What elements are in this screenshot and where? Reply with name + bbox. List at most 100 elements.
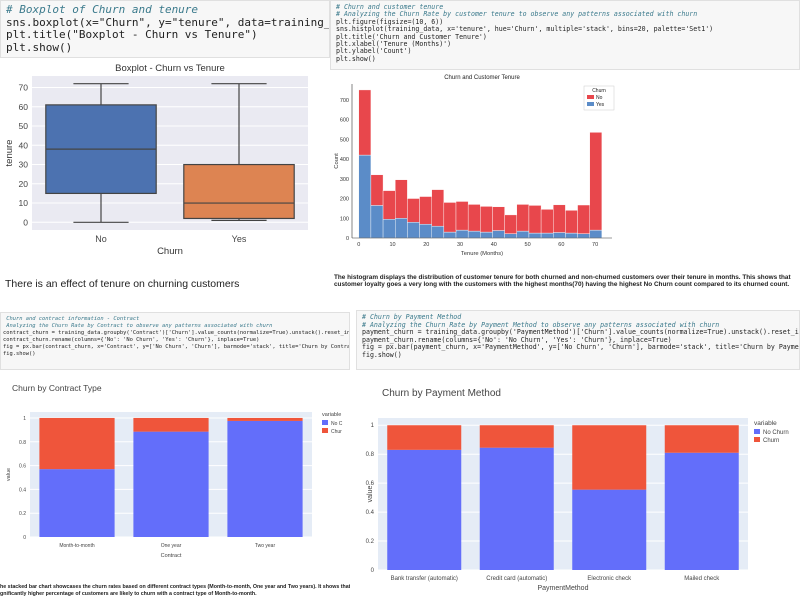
- hist-bar-no: [553, 204, 566, 233]
- legend-label: No Churn: [763, 430, 789, 436]
- y-tick-label: 30: [19, 160, 29, 170]
- legend-label: No: [596, 95, 603, 101]
- code-line: plt.title("Boxplot - Churn vs Tenure"): [6, 28, 258, 41]
- hist-bar-no: [540, 209, 554, 234]
- bar-segment: [387, 425, 462, 450]
- hist-bar-no: [516, 204, 530, 232]
- code-line: plt.title('Churn and Customer Tenure'): [336, 32, 487, 41]
- hist-bar-no: [577, 204, 590, 234]
- x-tick-label: 60: [558, 242, 564, 248]
- legend-label: Churn: [763, 438, 779, 444]
- hist-bar-no: [431, 189, 445, 227]
- y-tick-label: 0.2: [19, 511, 26, 517]
- x-tick-label: Yes: [232, 234, 247, 244]
- legend-swatch: [322, 428, 328, 433]
- bar-segment: [479, 447, 554, 570]
- code-line: plt.ylabel('Count'): [336, 47, 412, 56]
- hist-bar-no: [492, 206, 505, 231]
- legend-title: Churn: [592, 88, 606, 94]
- code-line: plt.figure(figsize=(10, 6)): [336, 17, 444, 26]
- x-axis-label: PaymentMethod: [538, 585, 589, 592]
- payment-bar-chart: 0 0.2 0.4 0.6 0.8 1 Bank transfer (automatic) C…: [366, 388, 789, 592]
- bar-segment: [39, 417, 115, 470]
- code-line: sns.histplot(training_data, x='tenure', …: [336, 25, 714, 34]
- x-tick-label: No: [95, 234, 107, 244]
- bar-segment: [39, 469, 115, 537]
- hist-bar-no: [480, 206, 493, 233]
- bar-segment: [664, 425, 739, 453]
- hist-bar-yes: [358, 154, 372, 239]
- y-tick-label: 0.6: [19, 464, 26, 470]
- hist-bar-no: [589, 132, 603, 231]
- hist-bar-no: [467, 204, 481, 232]
- y-tick-label: 0.8: [366, 452, 375, 458]
- contract-note-line: he stacked bar chart showcases the churn…: [0, 584, 350, 590]
- hist-bar-yes: [382, 219, 396, 239]
- hist-bar-no: [504, 214, 517, 234]
- bar-segment: [479, 425, 554, 448]
- histogram-chart: 0 100 200 300 400 500 600 700 0 10 20 30 40 50 60 70 Chu…: [334, 75, 615, 257]
- histogram-note: The histogram displays the distribution …: [334, 274, 791, 289]
- y-tick-label: 0: [346, 236, 349, 242]
- hist-bar-yes: [370, 205, 384, 239]
- code-line: # Churn by Payment Method: [362, 313, 462, 321]
- x-axis-label: Churn: [157, 246, 183, 257]
- code-cell-payment[interactable]: # Churn by Payment Method # Analyzing th…: [356, 310, 800, 370]
- bar-segment: [387, 449, 462, 570]
- y-tick-label: 0.6: [366, 481, 375, 487]
- code-cell-histogram[interactable]: # Churn and customer tenure # Analyzing …: [330, 0, 800, 70]
- boxplot-chart: 0 10 20 30 40 50 60 70 No Yes Boxplot - Churn vs T…: [4, 63, 308, 257]
- y-tick-label: 20: [19, 179, 29, 189]
- x-tick-label: Month-to-month: [59, 543, 95, 549]
- hist-bar-yes: [565, 232, 578, 239]
- hist-bar-no: [395, 179, 408, 219]
- hist-bar-yes: [589, 229, 603, 239]
- code-line: fig.show(): [3, 351, 36, 357]
- code-line: fig = px.bar(contract_churn, x='Contract…: [3, 344, 350, 350]
- hist-bar-no: [407, 198, 420, 223]
- code-line: contract_churn.rename(columns={'No': 'No…: [3, 337, 260, 343]
- hist-bar-yes: [516, 230, 530, 239]
- y-tick-label: 10: [19, 198, 29, 208]
- code-line: payment_churn = training_data.groupby('P…: [362, 328, 800, 337]
- hist-bar-yes: [395, 218, 408, 239]
- hist-bar-yes: [480, 231, 493, 239]
- x-tick-label: 50: [525, 242, 531, 248]
- code-line: Analyzing the Churn Rate by Contract to …: [3, 323, 273, 329]
- y-tick-label: 0.8: [19, 440, 26, 446]
- code-cell-boxplot[interactable]: # Boxplot of Churn and tenure sns.boxplo…: [0, 0, 330, 58]
- chart-title: Churn by Payment Method: [382, 388, 501, 399]
- hist-bar-no: [565, 210, 578, 234]
- hist-bar-yes: [431, 225, 445, 239]
- y-tick-label: 0: [23, 535, 26, 541]
- box-yes: [183, 163, 295, 220]
- y-tick-label: 100: [340, 216, 349, 222]
- y-tick-label: 50: [19, 121, 29, 131]
- bar-segment: [227, 420, 303, 537]
- x-axis-label: Tenure (Months): [461, 251, 503, 257]
- hist-bar-no: [382, 190, 396, 220]
- x-tick-label: 30: [457, 242, 463, 248]
- hist-bar-yes: [407, 222, 420, 239]
- y-tick-label: 0: [23, 217, 28, 227]
- x-tick-label: 40: [491, 242, 497, 248]
- hist-bar-no: [455, 201, 469, 231]
- legend-label: No C: [331, 421, 343, 427]
- x-tick-label: 10: [389, 242, 395, 248]
- y-tick-label: 400: [340, 157, 349, 163]
- bar-segment: [664, 452, 739, 570]
- bar-segment: [572, 489, 647, 570]
- y-tick-label: 0: [371, 568, 375, 574]
- hist-bar-yes: [443, 231, 457, 239]
- legend-swatch: [587, 95, 594, 99]
- code-line: # Boxplot of Churn and tenure: [6, 3, 199, 16]
- x-axis-label: Contract: [161, 553, 182, 559]
- code-line: fig = px.bar(payment_churn, x='PaymentMe…: [362, 343, 800, 352]
- x-tick-label: One year: [161, 543, 182, 549]
- y-tick-label: 0.4: [19, 487, 26, 493]
- chart-title: Boxplot - Churn vs Tenure: [115, 63, 225, 74]
- x-tick-label: Electronic check: [587, 576, 632, 582]
- hist-bar-no: [370, 174, 384, 206]
- code-line: payment_churn.rename(columns={'No': 'No …: [362, 335, 672, 344]
- code-cell-contract[interactable]: Churn and contract information - Contrac…: [0, 312, 350, 370]
